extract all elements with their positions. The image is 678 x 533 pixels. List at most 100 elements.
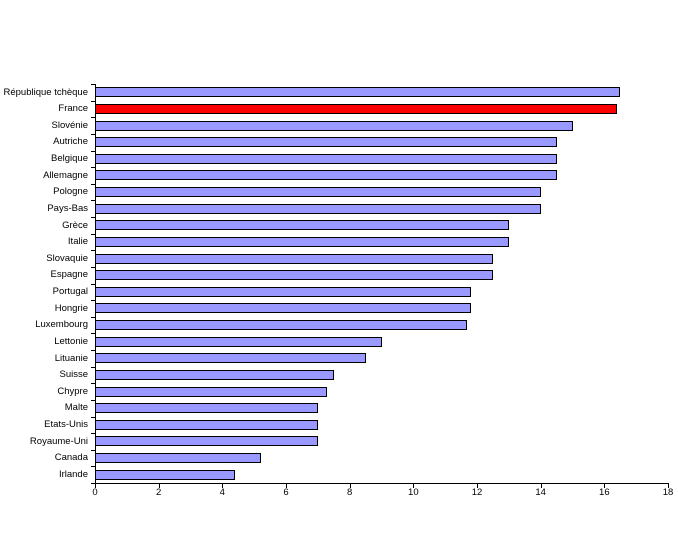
x-axis-tick xyxy=(286,484,287,488)
bar-row: Portugal xyxy=(0,284,668,301)
bar xyxy=(95,270,493,281)
bar-row: Etats-Unis xyxy=(0,417,668,434)
y-axis-tick xyxy=(91,167,95,169)
bar xyxy=(95,253,493,264)
x-axis-tick-label: 0 xyxy=(92,487,98,498)
x-axis-tick-label: 14 xyxy=(535,487,546,498)
bar-row: Allemagne xyxy=(0,167,668,184)
x-axis-tick-label: 10 xyxy=(408,487,419,498)
bar-row: Slovaquie xyxy=(0,250,668,267)
x-axis-tick-label: 8 xyxy=(347,487,353,498)
bar xyxy=(95,303,471,314)
category-label: Portugal xyxy=(52,286,88,298)
category-label: Suisse xyxy=(59,369,88,381)
x-axis-tick xyxy=(158,484,160,488)
bar-row: Italie xyxy=(0,234,668,251)
bar-track xyxy=(95,433,668,450)
bar xyxy=(95,386,328,397)
bar-track xyxy=(95,200,668,217)
category-label: Espagne xyxy=(50,269,88,281)
bar-track xyxy=(95,267,668,284)
y-axis-tick xyxy=(91,366,95,368)
y-axis-tick xyxy=(91,300,95,302)
category-label: Slovénie xyxy=(51,119,88,131)
category-label: Royaume-Uni xyxy=(29,435,88,447)
bar xyxy=(95,419,318,430)
category-label: Chypre xyxy=(57,385,88,397)
x-axis-tick-label: 12 xyxy=(471,487,483,498)
category-label: Grèce xyxy=(62,219,88,231)
bar-row: Lettonie xyxy=(0,333,668,350)
bar xyxy=(95,436,318,447)
bar xyxy=(95,369,334,380)
y-axis-tick xyxy=(91,350,95,351)
bar-row: Autriche xyxy=(0,134,668,151)
bar-track xyxy=(95,284,668,301)
y-axis-tick xyxy=(91,466,95,468)
bar-track xyxy=(95,151,668,168)
bar xyxy=(95,469,236,480)
bar-row: Malte xyxy=(0,400,668,417)
category-label: Luxembourg xyxy=(35,319,88,331)
bar xyxy=(95,220,509,231)
bar-track xyxy=(95,234,668,251)
x-axis-tick-label: 18 xyxy=(662,487,674,498)
x-axis-tick-label: 2 xyxy=(156,487,162,498)
y-axis-tick xyxy=(91,100,95,102)
category-label: République tchèque xyxy=(3,86,88,98)
bar xyxy=(95,137,557,148)
bar xyxy=(95,120,573,131)
bar-track xyxy=(95,350,668,367)
y-axis-tick xyxy=(91,416,95,418)
bar-row: France xyxy=(0,101,668,118)
x-axis-tick-label: 16 xyxy=(599,487,610,498)
x-axis-tick-label: 6 xyxy=(283,487,289,498)
x-axis-tick xyxy=(413,484,415,488)
x-axis-tick xyxy=(477,484,478,488)
x-axis-tick xyxy=(95,484,96,488)
y-axis-tick xyxy=(91,333,95,335)
y-axis-tick xyxy=(91,316,95,318)
x-axis-tick xyxy=(349,484,351,488)
bar-row: Lituanie xyxy=(0,350,668,367)
category-label: Allemagne xyxy=(43,169,88,181)
y-axis-tick xyxy=(91,449,95,451)
bar-row: Belgique xyxy=(0,151,668,168)
category-label: France xyxy=(58,103,88,115)
bar-row: Grèce xyxy=(0,217,668,234)
bar-row: République tchèque xyxy=(0,84,668,101)
bar-track xyxy=(95,367,668,384)
bar-row: Suisse xyxy=(0,367,668,384)
bar-row: Royaume-Uni xyxy=(0,433,668,450)
y-axis-tick xyxy=(91,117,95,119)
bar-row: Slovénie xyxy=(0,117,668,134)
y-axis-tick xyxy=(91,133,95,135)
bar-track xyxy=(95,134,668,151)
bar xyxy=(95,187,541,198)
bar xyxy=(95,320,468,331)
bar-track xyxy=(95,466,668,483)
y-axis-tick xyxy=(91,266,95,268)
x-axis-tick xyxy=(540,484,542,488)
category-label: Lettonie xyxy=(54,335,88,347)
category-label: Canada xyxy=(54,452,88,464)
category-label: Autriche xyxy=(53,136,88,148)
y-axis-tick xyxy=(91,283,95,285)
category-label: Belgique xyxy=(51,153,88,165)
bar-row: Chypre xyxy=(0,383,668,400)
x-axis-line xyxy=(95,483,669,484)
y-axis-tick xyxy=(91,200,95,202)
category-label: Malte xyxy=(64,402,88,414)
bar-track xyxy=(95,333,668,350)
bar xyxy=(95,453,261,464)
category-label: Lituanie xyxy=(54,352,88,364)
bar-track xyxy=(95,117,668,134)
bar-track xyxy=(95,400,668,417)
bar xyxy=(95,336,382,347)
y-axis-tick xyxy=(91,433,95,435)
x-axis-tick-label: 4 xyxy=(219,487,225,498)
category-label: Slovaquie xyxy=(46,252,88,264)
bar-row: Espagne xyxy=(0,267,668,284)
y-axis-tick xyxy=(91,183,95,185)
